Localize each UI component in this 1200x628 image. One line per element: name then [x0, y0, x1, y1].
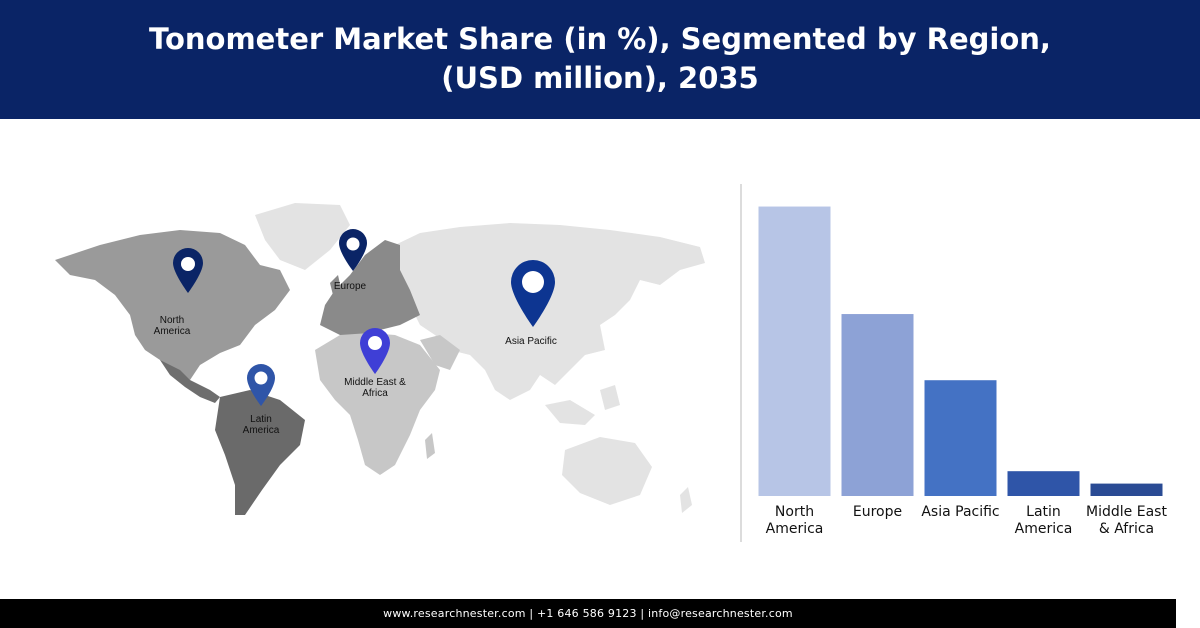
- footer-contact-text: www.researchnester.com | +1 646 586 9123…: [383, 607, 793, 620]
- africa-landmass: [315, 333, 440, 475]
- category-label-4: Middle East & Africa: [1086, 504, 1167, 537]
- category-label-1: Europe: [852, 504, 903, 520]
- bar-chart-svg: [740, 184, 1163, 542]
- bar-1: [841, 314, 914, 496]
- pin-europe: [339, 229, 367, 271]
- madagascar-landmass: [425, 433, 435, 459]
- europe-landmass: [320, 240, 420, 335]
- bar-0: [758, 206, 831, 497]
- bar-4: [1090, 483, 1163, 496]
- category-label-3: Latin America: [1014, 504, 1073, 537]
- category-label-0: North America: [765, 504, 824, 537]
- pin-label-latin-america: Latin America: [242, 414, 280, 436]
- footer-bar: www.researchnester.com | +1 646 586 9123…: [0, 599, 1176, 628]
- world-map-graphic: [55, 203, 705, 515]
- bar-2: [924, 380, 997, 496]
- map-pin-icon: [360, 328, 390, 374]
- category-label-2: Asia Pacific: [921, 504, 1000, 520]
- bar-chart: North America Europe Asia Pacific Latin Ame…: [735, 180, 1175, 550]
- map-pin-icon: [247, 364, 275, 406]
- central-america-landmass: [160, 360, 220, 403]
- pin-latin-america: [247, 364, 275, 406]
- pin-asia-pacific: [511, 260, 555, 327]
- greenland-landmass: [255, 203, 350, 270]
- australia-landmass: [562, 437, 652, 505]
- bar-3: [1007, 471, 1080, 496]
- pin-middle-east-africa: [360, 328, 390, 374]
- south-america-landmass: [215, 390, 305, 515]
- header-banner: Tonometer Market Share (in %), Segmented…: [0, 0, 1200, 119]
- north-america-landmass: [55, 230, 290, 380]
- map-pin-icon: [511, 260, 555, 327]
- asia-landmass: [395, 223, 705, 400]
- uk-landmass: [330, 275, 342, 299]
- arabia-landmass: [420, 335, 460, 370]
- pin-north-america: [173, 248, 203, 293]
- pin-label-asia-pacific: Asia Pacific: [505, 336, 557, 347]
- southeast-asia-islands: [545, 385, 620, 425]
- page-title: Tonometer Market Share (in %), Segmented…: [149, 21, 1051, 95]
- world-map: North America Europe Asia Pacific Middle…: [40, 175, 720, 535]
- new-zealand-landmass: [680, 487, 692, 513]
- pin-label-europe: Europe: [333, 281, 367, 292]
- pin-label-north-america: North America: [153, 315, 191, 337]
- pin-label-middle-east-africa: Middle East & Africa: [344, 377, 406, 399]
